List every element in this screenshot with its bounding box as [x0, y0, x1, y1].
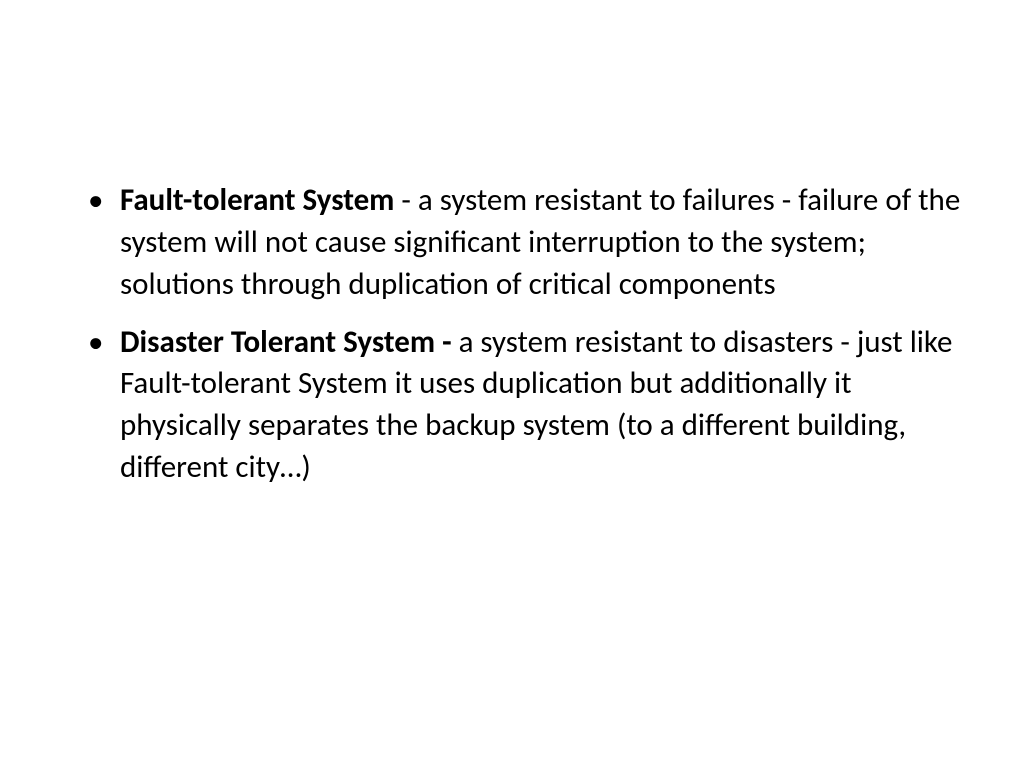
term-label: Disaster Tolerant System — [120, 323, 435, 361]
list-item: Disaster Tolerant System - a system resi… — [60, 322, 964, 489]
term-separator: - — [435, 323, 459, 361]
term-label: Fault-tolerant System — [120, 181, 394, 219]
list-item: Fault-tolerant System - a system resista… — [60, 180, 964, 306]
definitions-list: Fault-tolerant System - a system resista… — [60, 180, 964, 489]
term-separator: - — [394, 181, 418, 219]
